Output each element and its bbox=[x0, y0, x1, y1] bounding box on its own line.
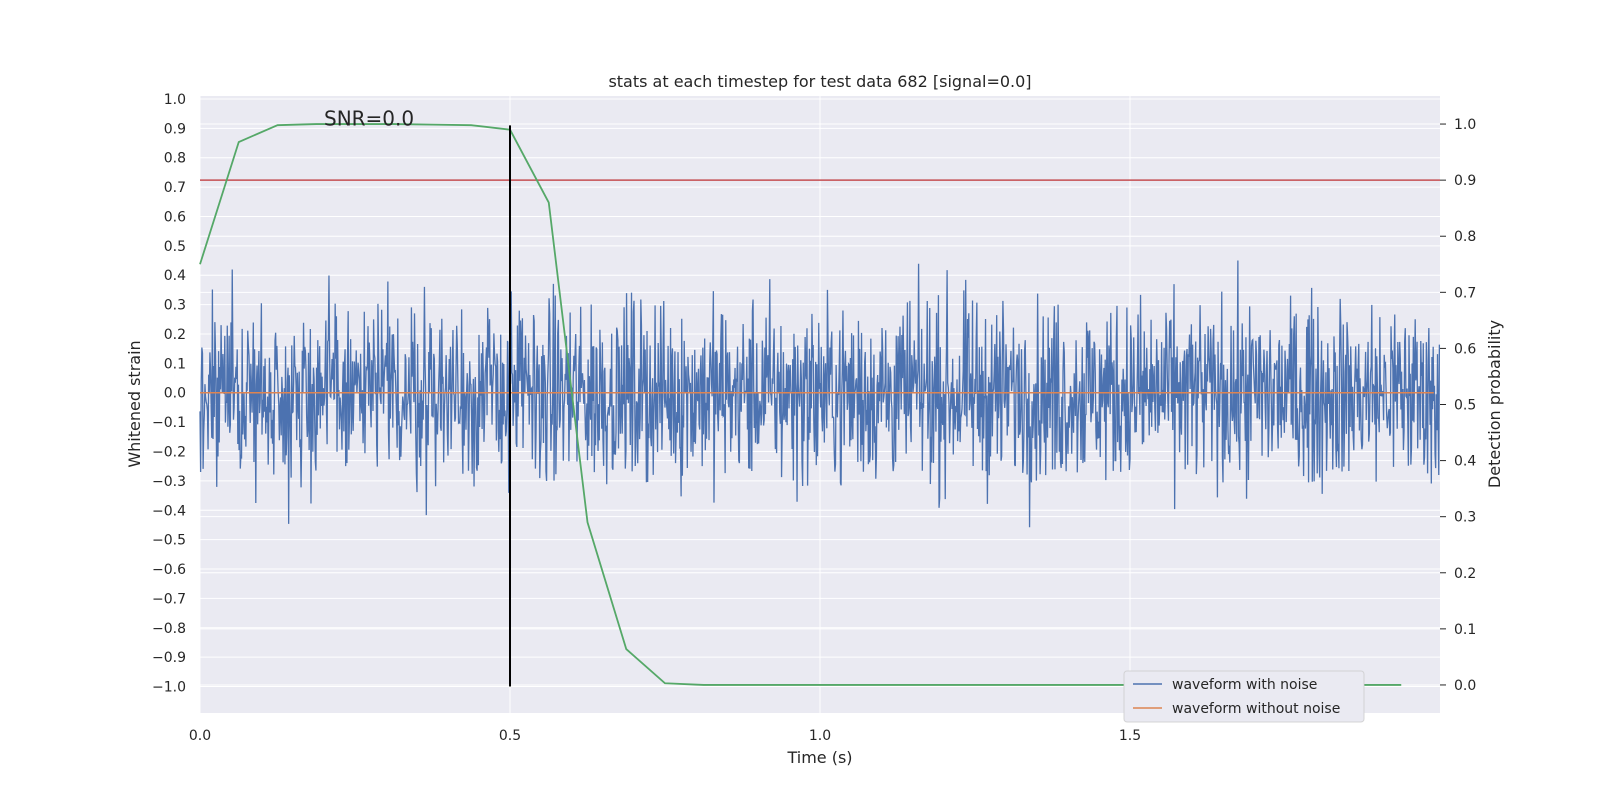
x-axis-label: Time (s) bbox=[786, 748, 852, 767]
y-tick-label: −0.5 bbox=[152, 533, 186, 549]
y-tick-label: −0.7 bbox=[152, 591, 186, 607]
y-tick-label: 0.5 bbox=[164, 239, 186, 255]
y2-tick-label: 0.8 bbox=[1454, 229, 1476, 245]
y2-axis-label: Detection probability bbox=[1485, 320, 1504, 488]
y-tick-label: 0.2 bbox=[164, 327, 186, 343]
y-tick-label: −0.3 bbox=[152, 474, 186, 490]
y2-tick-label: 0.0 bbox=[1454, 678, 1476, 694]
legend: waveform with noise waveform without noi… bbox=[1123, 670, 1365, 723]
y2-tick-label: 0.1 bbox=[1454, 622, 1476, 638]
y-tick-label: −0.6 bbox=[152, 562, 186, 578]
chart-title: stats at each timestep for test data 682… bbox=[608, 72, 1031, 91]
y-tick-label: 1.0 bbox=[164, 92, 186, 108]
y2-tick-label: 0.9 bbox=[1454, 173, 1476, 189]
y-tick-label: −0.1 bbox=[152, 415, 186, 431]
y2-tick-label: 0.4 bbox=[1454, 454, 1476, 470]
y-tick-label: 0.1 bbox=[164, 356, 186, 372]
x-tick-label: 1.0 bbox=[809, 728, 831, 744]
y2-tick-label: 0.2 bbox=[1454, 566, 1476, 582]
y-tick-label: −0.9 bbox=[152, 650, 186, 666]
x-tick-label: 0.5 bbox=[499, 728, 521, 744]
y-tick-label: −0.4 bbox=[152, 503, 186, 519]
traces bbox=[199, 260, 1441, 528]
y-tick-label: −1.0 bbox=[152, 680, 186, 696]
y-tick-label: 0.7 bbox=[164, 180, 186, 196]
legend-label-noise: waveform with noise bbox=[1172, 677, 1317, 693]
y2-tick-label: 1.0 bbox=[1454, 117, 1476, 133]
legend-box bbox=[1123, 670, 1365, 723]
y-tick-label: 0.3 bbox=[164, 298, 186, 314]
snr-annotation: SNR=0.0 bbox=[324, 106, 414, 130]
y-tick-label: 0.9 bbox=[164, 121, 186, 137]
y-tick-label: 0.0 bbox=[164, 386, 186, 402]
y-tick-label: 0.4 bbox=[164, 268, 186, 284]
y-tick-label: 0.6 bbox=[164, 209, 186, 225]
y2-tick-label: 0.3 bbox=[1454, 510, 1476, 526]
x-tick-label: 0.0 bbox=[189, 728, 211, 744]
legend-label-clean: waveform without noise bbox=[1172, 701, 1340, 717]
y2-tick-label: 0.7 bbox=[1454, 285, 1476, 301]
ticks: −1.0 −0.9 −0.8 −0.7 −0.6 −0.5 −0.4 −0.3 −0.2 −0.1… bbox=[152, 92, 1476, 744]
y-tick-label: −0.8 bbox=[152, 621, 186, 637]
x-tick-label: 1.5 bbox=[1119, 728, 1141, 744]
noisy-waveform-line bbox=[199, 260, 1441, 528]
y2-tick-label: 0.5 bbox=[1454, 398, 1476, 414]
y2-tick-label: 0.6 bbox=[1454, 341, 1476, 357]
y-axis-label: Whitened strain bbox=[125, 340, 144, 467]
y-tick-label: 0.8 bbox=[164, 151, 186, 167]
y-tick-label: −0.2 bbox=[152, 445, 186, 461]
